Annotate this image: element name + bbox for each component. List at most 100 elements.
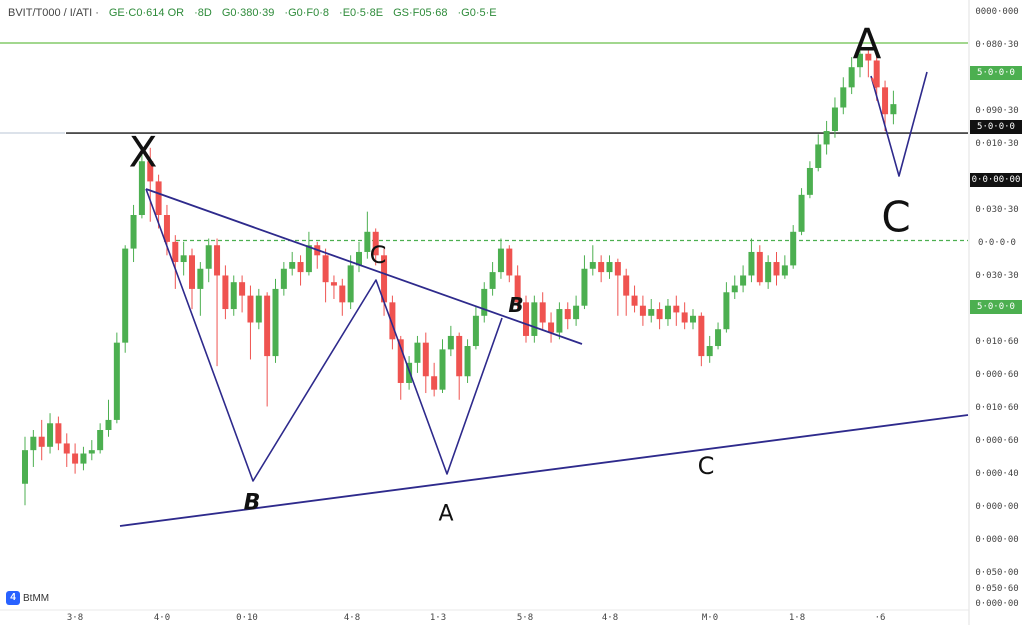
price-label-4: 0·030·30 xyxy=(975,205,1019,215)
time-label-6: 4·8 xyxy=(601,613,619,623)
candle-body-80 xyxy=(690,315,696,323)
price-label-2: 0·090·30 xyxy=(975,106,1019,116)
candle-body-44 xyxy=(389,302,396,340)
price-label-0: 0000·000 xyxy=(975,7,1019,17)
candle-body-52 xyxy=(456,335,463,377)
ohlc-value-5: ·E0·5·8E xyxy=(339,7,384,19)
harmonic-pattern-right-leg xyxy=(870,71,928,177)
candle-body-78 xyxy=(673,305,680,313)
time-label-1: 4·0 xyxy=(153,613,171,623)
price-label-13: 0·000·00 xyxy=(975,535,1019,545)
candle-body-18 xyxy=(172,241,179,263)
candle-body-33 xyxy=(297,262,304,273)
candle-body-17 xyxy=(163,215,170,242)
candle-body-95 xyxy=(815,144,822,168)
time-label-8: 1·8 xyxy=(788,613,806,623)
ohlc-value-1: GE·C0·614 OR xyxy=(108,7,185,19)
candle-body-14 xyxy=(138,161,145,215)
candle-body-46 xyxy=(406,362,413,383)
candle-body-94 xyxy=(806,167,813,195)
candle-body-98 xyxy=(840,87,847,108)
ohlc-value-7: ·G0·5·E xyxy=(457,7,497,19)
candle-body-76 xyxy=(656,309,663,320)
price-label-6: 0·030·30 xyxy=(975,271,1019,281)
candle-body-30 xyxy=(272,288,279,357)
symbol-header: BVIT/T000 / I/ATI · GE·C0·614 OR ·8D G0·… xyxy=(8,4,497,22)
candle-body-99 xyxy=(848,67,855,88)
symbol-name[interactable]: BVIT/T000 / I/ATI · xyxy=(8,7,99,19)
price-label-8: 0·000·60 xyxy=(975,370,1019,380)
candle-body-56 xyxy=(489,272,496,289)
wave-label-a-1: A xyxy=(438,501,454,527)
time-label-2: 0·10 xyxy=(236,613,258,623)
candle-body-3 xyxy=(47,423,54,447)
price-label-10: 0·000·60 xyxy=(975,436,1019,446)
time-label-9: ·6 xyxy=(874,613,886,623)
price-label-5: 0·0·0·0 xyxy=(978,238,1016,248)
time-label-4: 1·3 xyxy=(429,613,447,623)
candle-body-67 xyxy=(581,268,588,306)
wave-label-x: X xyxy=(128,127,158,177)
triangle-upper-trendline xyxy=(145,188,583,345)
ohlc-value-6: GS·F05·68 xyxy=(393,7,448,19)
candle-body-84 xyxy=(723,292,730,330)
candle-body-57 xyxy=(497,248,504,273)
candle-body-23 xyxy=(214,245,221,276)
price-label-12: 0·000·00 xyxy=(975,502,1019,512)
candle-body-85 xyxy=(731,285,738,293)
price-label-9: 0·010·60 xyxy=(975,403,1019,413)
candle-body-60 xyxy=(523,302,529,336)
price-label-16: 0·000·00 xyxy=(975,599,1019,609)
candle-body-7 xyxy=(80,453,87,464)
candle-body-104 xyxy=(890,104,897,115)
price-label-3: 0·010·30 xyxy=(975,139,1019,149)
candle-body-21 xyxy=(197,268,204,289)
candle-body-73 xyxy=(631,295,638,306)
candle-body-86 xyxy=(740,275,747,286)
time-label-5: 5·8 xyxy=(516,613,534,623)
candle-body-49 xyxy=(431,376,438,390)
candle-body-45 xyxy=(397,339,404,383)
candle-body-51 xyxy=(447,335,454,350)
candle-body-22 xyxy=(205,245,212,269)
candle-body-96 xyxy=(823,131,830,145)
candle-body-42 xyxy=(372,231,379,256)
black-level-badge: 0·0·00·00 xyxy=(970,173,1022,187)
ohlc-value-2: ·8D xyxy=(194,7,212,19)
candle-body-69 xyxy=(598,262,605,273)
candle-body-8 xyxy=(88,450,95,454)
candle-body-101 xyxy=(865,53,872,61)
candle-body-68 xyxy=(589,262,596,269)
candle-body-55 xyxy=(481,288,488,316)
candle-body-25 xyxy=(230,282,237,310)
candle-body-93 xyxy=(798,194,805,232)
candle-body-59 xyxy=(514,275,521,303)
candle-body-15 xyxy=(147,161,154,182)
price-label-11: 0·000·40 xyxy=(975,469,1019,479)
candle-body-10 xyxy=(105,419,112,430)
candle-body-92 xyxy=(790,231,797,266)
logo-mark-icon: 4 xyxy=(6,591,20,605)
candle-body-39 xyxy=(347,265,354,303)
candle-body-75 xyxy=(648,309,655,316)
ohlc-value-4: ·G0·F0·8 xyxy=(284,7,330,19)
candle-body-89 xyxy=(765,262,772,283)
candle-body-31 xyxy=(280,268,287,289)
time-label-7: M·0 xyxy=(701,613,719,623)
candle-body-41 xyxy=(364,231,371,252)
candle-body-48 xyxy=(422,342,429,377)
candle-body-61 xyxy=(531,302,538,336)
candle-body-16 xyxy=(155,181,162,215)
price-label-7: 0·010·60 xyxy=(975,337,1019,347)
candle-body-58 xyxy=(506,248,513,276)
candle-body-53 xyxy=(464,346,471,377)
candle-body-65 xyxy=(564,309,571,320)
candle-body-0 xyxy=(22,450,28,484)
candle-body-97 xyxy=(831,107,838,132)
time-label-3: 4·8 xyxy=(343,613,361,623)
candle-body-70 xyxy=(606,262,613,273)
candle-body-38 xyxy=(339,285,346,303)
candle-body-90 xyxy=(773,262,780,276)
